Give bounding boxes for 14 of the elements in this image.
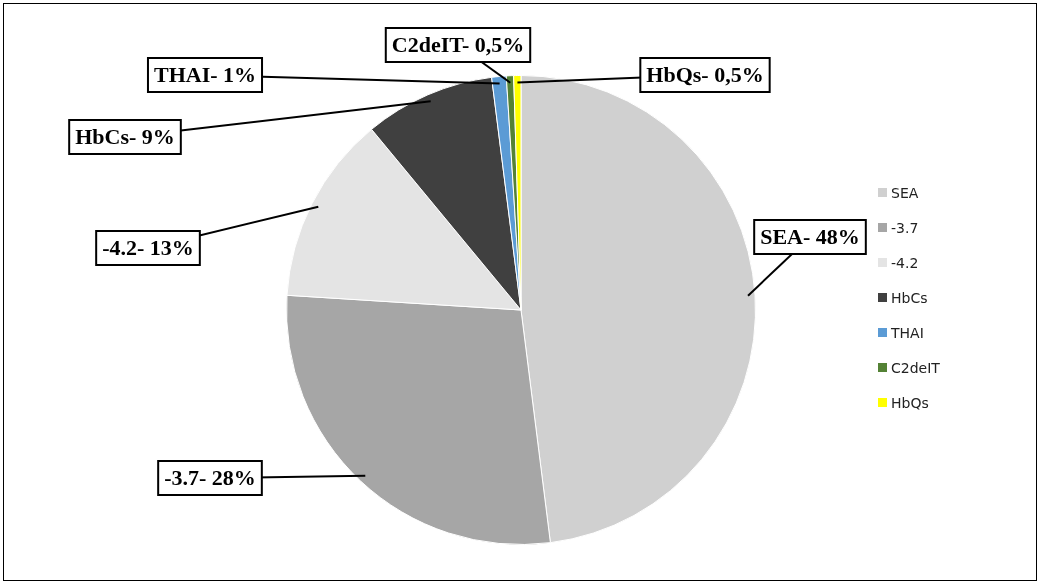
text: -3.7- 28%: [164, 464, 256, 490]
legend-label: THAI: [891, 324, 924, 341]
legend-label: SEA: [891, 184, 919, 201]
text: C2deIT- 0,5%: [391, 31, 525, 57]
legend-label: -4.2: [891, 254, 919, 271]
text: HbCs- 9%: [75, 123, 175, 149]
legend-label: HbCs: [891, 289, 928, 306]
text: THAI- 1%: [153, 61, 257, 87]
text: HbQs- 0,5%: [646, 61, 764, 87]
text: -4.2- 13%: [102, 234, 194, 260]
legend-label: -3.7: [891, 219, 919, 236]
text: SEA- 48%: [760, 223, 860, 249]
legend-label: HbQs: [891, 394, 929, 411]
legend-label: C2deIT: [891, 359, 940, 376]
